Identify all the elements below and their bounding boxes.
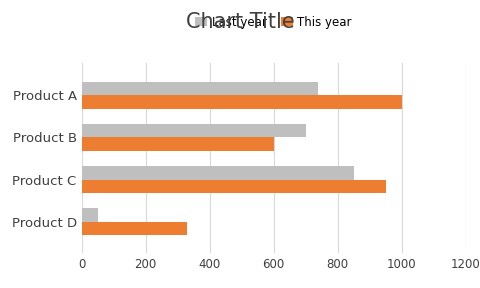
Bar xyxy=(82,124,306,137)
Bar xyxy=(82,222,187,235)
Bar xyxy=(82,137,274,151)
Bar xyxy=(82,179,385,193)
Bar xyxy=(82,166,354,179)
Bar xyxy=(82,208,97,222)
Legend: Last year, This year: Last year, This year xyxy=(195,16,352,29)
Text: Chart Title: Chart Title xyxy=(186,12,294,31)
Bar xyxy=(82,95,402,109)
Bar xyxy=(82,82,318,95)
